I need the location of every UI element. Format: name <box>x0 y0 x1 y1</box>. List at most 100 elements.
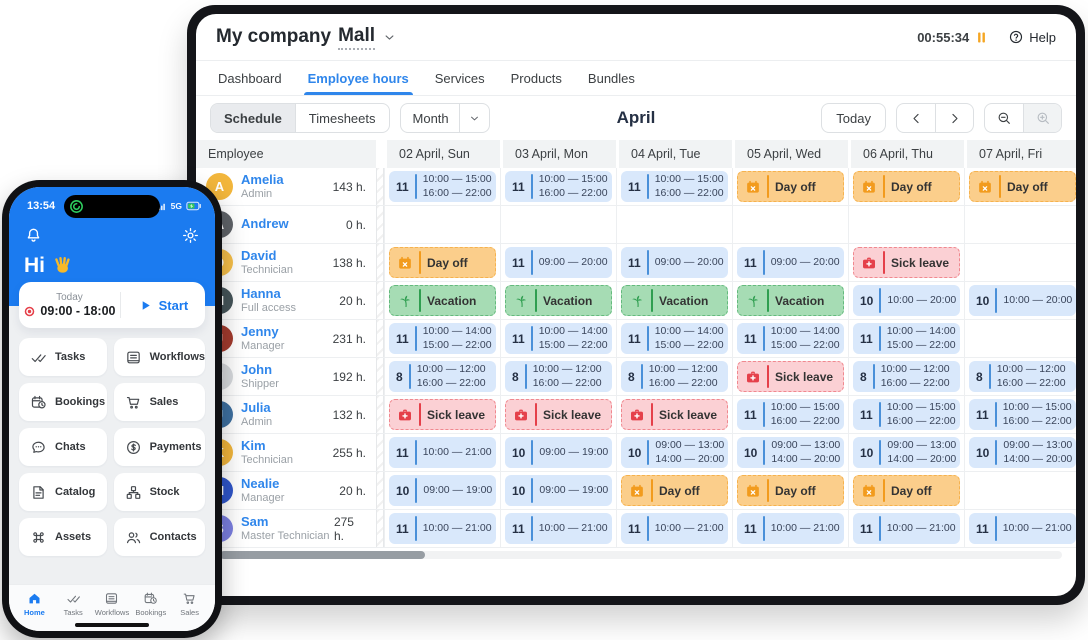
nav-sales[interactable]: Sales <box>170 591 209 617</box>
catalog-button[interactable]: Catalog <box>19 473 107 511</box>
shift-pill[interactable]: 11 10:00 — 14:00 15:00 — 22:00 <box>853 323 960 354</box>
shift-pill[interactable]: 8 10:00 — 12:00 16:00 — 22:00 <box>389 361 496 392</box>
zoom-in-button[interactable] <box>1023 104 1061 132</box>
start-button[interactable]: Start <box>121 298 205 313</box>
gear-icon[interactable] <box>181 226 200 245</box>
shift-pill[interactable]: 11 10:00 — 21:00 <box>737 513 844 544</box>
vacation-pill[interactable]: Vacation <box>505 285 612 316</box>
dayoff-pill[interactable]: Day off <box>969 171 1076 202</box>
shift-pill[interactable]: 11 10:00 — 21:00 <box>389 437 496 468</box>
employee-name[interactable]: Andrew <box>241 216 289 232</box>
shift-pill[interactable]: 11 09:00 — 20:00 <box>621 247 728 278</box>
schedule-cell[interactable]: 11 10:00 — 15:00 16:00 — 22:00 <box>500 168 616 205</box>
schedule-cell[interactable] <box>848 206 964 243</box>
schedule-cell[interactable] <box>964 472 1076 509</box>
help-button[interactable]: Help <box>1008 29 1056 45</box>
nav-bookings[interactable]: Bookings <box>131 591 170 617</box>
bell-icon[interactable] <box>24 226 43 245</box>
work-timer[interactable]: 00:55:34 <box>917 29 990 46</box>
schedule-cell[interactable]: 11 10:00 — 21:00 <box>616 510 732 547</box>
schedule-cell[interactable]: Day off <box>732 168 848 205</box>
schedule-cell[interactable]: 10 09:00 — 13:00 14:00 — 20:00 <box>964 434 1076 471</box>
schedule-cell[interactable]: 11 10:00 — 15:00 16:00 — 22:00 <box>384 168 500 205</box>
schedule-cell[interactable]: 8 10:00 — 12:00 16:00 — 22:00 <box>384 358 500 395</box>
dayoff-pill[interactable]: Day off <box>737 171 844 202</box>
vacation-pill[interactable]: Vacation <box>737 285 844 316</box>
schedule-cell[interactable]: 10 09:00 — 13:00 14:00 — 20:00 <box>616 434 732 471</box>
employee-cell[interactable]: H Hanna Full access 20 h. <box>196 282 376 319</box>
shift-pill[interactable]: 8 10:00 — 12:00 16:00 — 22:00 <box>505 361 612 392</box>
employee-name[interactable]: Amelia <box>241 171 284 187</box>
schedule-cell[interactable]: 11 09:00 — 20:00 <box>500 244 616 281</box>
employee-cell[interactable]: D David Technician 138 h. <box>196 244 376 281</box>
schedule-cell[interactable]: 8 10:00 — 12:00 16:00 — 22:00 <box>616 358 732 395</box>
home-indicator[interactable] <box>75 623 149 627</box>
shift-pill[interactable]: 10 10:00 — 20:00 <box>853 285 960 316</box>
employee-name[interactable]: Sam <box>241 513 269 529</box>
schedule-cell[interactable]: 10 09:00 — 19:00 <box>384 472 500 509</box>
stock-button[interactable]: Stock <box>113 473 205 511</box>
dayoff-pill[interactable]: Day off <box>389 247 496 278</box>
vacation-pill[interactable]: Vacation <box>389 285 496 316</box>
schedule-cell[interactable]: 11 10:00 — 21:00 <box>500 510 616 547</box>
tab-employee-hours[interactable]: Employee hours <box>303 61 413 95</box>
schedule-cell[interactable] <box>616 206 732 243</box>
employee-cell[interactable]: A Amelia Admin 143 h. <box>196 168 376 205</box>
shift-pill[interactable]: 11 09:00 — 20:00 <box>505 247 612 278</box>
schedule-cell[interactable]: Day off <box>616 472 732 509</box>
schedule-cell[interactable]: 10 09:00 — 19:00 <box>500 434 616 471</box>
employee-cell[interactable]: J Julia Admin 132 h. <box>196 396 376 433</box>
shift-pill[interactable]: 10 09:00 — 13:00 14:00 — 20:00 <box>621 437 728 468</box>
employee-cell[interactable]: K Kim Technician 255 h. <box>196 434 376 471</box>
shift-pill[interactable]: 11 10:00 — 21:00 <box>853 513 960 544</box>
vacation-pill[interactable]: Vacation <box>621 285 728 316</box>
schedule-cell[interactable]: 11 10:00 — 14:00 15:00 — 22:00 <box>500 320 616 357</box>
schedule-cell[interactable]: 11 10:00 — 14:00 15:00 — 22:00 <box>384 320 500 357</box>
schedule-cell[interactable] <box>732 206 848 243</box>
employee-name[interactable]: Nealie <box>241 475 280 491</box>
shift-pill[interactable]: 11 10:00 — 15:00 16:00 — 22:00 <box>969 399 1076 430</box>
schedule-cell[interactable]: 10 09:00 — 19:00 <box>500 472 616 509</box>
schedule-cell[interactable]: Day off <box>732 472 848 509</box>
shift-pill[interactable]: 11 10:00 — 15:00 16:00 — 22:00 <box>853 399 960 430</box>
schedule-cell[interactable]: Vacation <box>616 282 732 319</box>
shift-pill[interactable]: 11 10:00 — 15:00 16:00 — 22:00 <box>621 171 728 202</box>
sick-pill[interactable]: Sick leave <box>737 361 844 392</box>
assets-button[interactable]: Assets <box>19 518 107 556</box>
schedule-cell[interactable]: Vacation <box>732 282 848 319</box>
shift-pill[interactable]: 10 09:00 — 19:00 <box>505 437 612 468</box>
shift-pill[interactable]: 11 10:00 — 15:00 16:00 — 22:00 <box>737 399 844 430</box>
pause-icon[interactable] <box>973 29 990 46</box>
schedule-cell[interactable]: 8 10:00 — 12:00 16:00 — 22:00 <box>848 358 964 395</box>
schedule-cell[interactable]: 11 10:00 — 14:00 15:00 — 22:00 <box>732 320 848 357</box>
nav-home[interactable]: Home <box>15 591 54 617</box>
schedule-cell[interactable] <box>964 320 1076 357</box>
contacts-button[interactable]: Contacts <box>113 518 205 556</box>
sick-pill[interactable]: Sick leave <box>621 399 728 430</box>
today-button[interactable]: Today <box>821 103 886 133</box>
chevron-down-icon[interactable] <box>382 30 397 45</box>
schedule-cell[interactable]: 11 09:00 — 20:00 <box>616 244 732 281</box>
schedule-cell[interactable]: 10 09:00 — 13:00 14:00 — 20:00 <box>848 434 964 471</box>
schedule-cell[interactable] <box>964 206 1076 243</box>
shift-pill[interactable]: 11 10:00 — 14:00 15:00 — 22:00 <box>505 323 612 354</box>
schedule-cell[interactable]: 11 10:00 — 21:00 <box>384 434 500 471</box>
schedule-cell[interactable]: 11 10:00 — 14:00 15:00 — 22:00 <box>848 320 964 357</box>
employee-name[interactable]: John <box>241 361 273 377</box>
employee-cell[interactable]: J John Shipper 192 h. <box>196 358 376 395</box>
schedule-cell[interactable]: Sick leave <box>384 396 500 433</box>
sales-button[interactable]: Sales <box>113 383 205 421</box>
zoom-out-button[interactable] <box>985 104 1023 132</box>
scrollbar-thumb[interactable] <box>220 551 425 559</box>
shift-pill[interactable]: 10 09:00 — 13:00 14:00 — 20:00 <box>737 437 844 468</box>
schedule-toggle[interactable]: Schedule <box>211 104 295 132</box>
prev-button[interactable] <box>897 104 935 132</box>
shift-pill[interactable]: 11 09:00 — 20:00 <box>737 247 844 278</box>
schedule-cell[interactable]: 10 10:00 — 20:00 <box>848 282 964 319</box>
schedule-cell[interactable]: Vacation <box>384 282 500 319</box>
schedule-cell[interactable]: 8 10:00 — 12:00 16:00 — 22:00 <box>500 358 616 395</box>
shift-pill[interactable]: 10 09:00 — 19:00 <box>389 475 496 506</box>
shift-pill[interactable]: 11 10:00 — 14:00 15:00 — 22:00 <box>389 323 496 354</box>
employee-name[interactable]: Kim <box>241 437 266 453</box>
schedule-cell[interactable]: 10 09:00 — 13:00 14:00 — 20:00 <box>732 434 848 471</box>
